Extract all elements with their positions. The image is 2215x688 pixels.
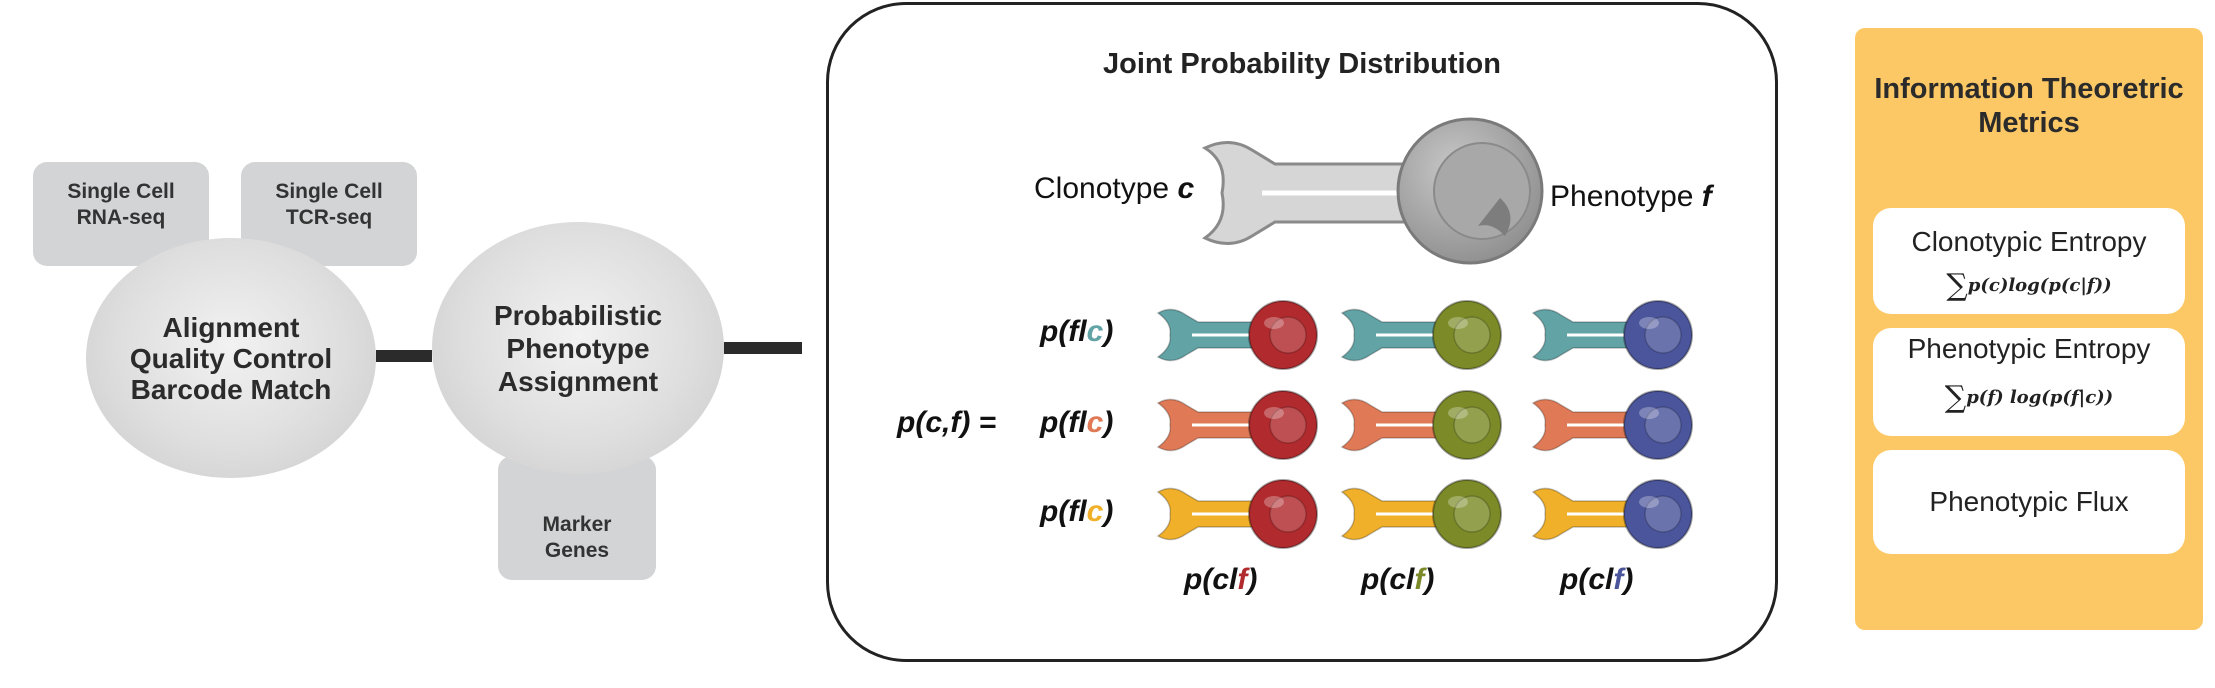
receptor-head-core	[1269, 406, 1307, 444]
receptor-head-core	[1269, 316, 1307, 354]
receptor-head	[1623, 390, 1693, 460]
receptor-head	[1432, 390, 1502, 460]
row-label-3-suffix: )	[1103, 495, 1114, 528]
row-label-1-suffix: )	[1103, 315, 1114, 348]
receptor-head-shine	[1448, 407, 1468, 419]
col-label-1: p(clf)	[1184, 563, 1257, 597]
sum-symbol: ∑	[1944, 380, 1967, 415]
receptor-icon	[1156, 300, 1318, 370]
receptor-head-core	[1644, 316, 1682, 354]
receptor-head-core	[1453, 406, 1491, 444]
receptor-icon	[1340, 300, 1502, 370]
receptor-icon	[1531, 300, 1693, 370]
alignment-qc-node: Alignment Quality Control Barcode Match	[86, 238, 376, 478]
marker-genes-tab: Marker Genes	[498, 456, 656, 580]
receptor-head	[1248, 390, 1318, 460]
metrics-title: Information Theoretric Metrics	[1874, 73, 2184, 139]
receptor-icon	[1340, 479, 1502, 549]
row-label-2-var: c	[1086, 406, 1104, 439]
clonotypic-entropy-title: Clonotypic Entropy	[1911, 226, 2147, 257]
col-label-3-prefix: p(cl	[1560, 563, 1614, 596]
col-label-3-var: f	[1613, 563, 1624, 596]
probabilistic-assignment-node: Probabilistic Phenotype Assignment	[432, 222, 724, 474]
phenotypic-entropy-formula: ∑p(f) log(p(f|c))	[1873, 380, 2185, 415]
connector-line-2	[724, 342, 802, 354]
single-cell-rna-seq-tab: Single Cell RNA-seq	[33, 162, 209, 266]
row-label-1-prefix: p(fl	[1040, 315, 1087, 348]
joint-prob-label: p(c,f) =	[897, 406, 997, 439]
row-label-3: p(flc)	[1040, 495, 1113, 529]
receptor-head-core	[1644, 406, 1682, 444]
legend-head-notch	[1478, 198, 1511, 236]
clonotypic-entropy-expr: p(c)log(p(c|f))	[1967, 275, 2112, 296]
col-label-1-var: f	[1237, 563, 1248, 596]
clonotypic-entropy-formula: ∑p(c)log(p(c|f))	[1873, 268, 2185, 303]
legend-receptor-icon	[1201, 117, 1544, 265]
clonotype-word: Clonotype	[1034, 172, 1170, 205]
jpd-title: Joint Probability Distribution	[1103, 48, 1501, 80]
col-label-2-var: f	[1414, 563, 1425, 596]
row-label-2: p(flc)	[1040, 406, 1113, 440]
row-label-1: p(flc)	[1040, 315, 1113, 349]
receptor-head-core	[1453, 495, 1491, 533]
col-label-3-suffix: )	[1623, 563, 1634, 596]
col-label-2: p(clf)	[1361, 563, 1434, 597]
phenotypic-entropy-title: Phenotypic Entropy	[1907, 333, 2151, 364]
receptor-icon	[1156, 390, 1318, 460]
receptor-head-core	[1269, 495, 1307, 533]
sum-symbol: ∑	[1946, 268, 1968, 303]
col-label-2-prefix: p(cl	[1361, 563, 1415, 596]
receptor-head	[1432, 479, 1502, 549]
row-label-2-suffix: )	[1103, 406, 1114, 439]
receptor-icon	[1156, 479, 1318, 549]
receptor-head-shine	[1264, 407, 1284, 419]
receptor-head	[1248, 479, 1318, 549]
joint-probability-panel	[826, 2, 1778, 662]
receptor-head-shine	[1448, 317, 1468, 329]
phenotypic-flux-title: Phenotypic Flux	[1929, 486, 2129, 517]
row-label-2-prefix: p(fl	[1040, 406, 1087, 439]
col-label-1-suffix: )	[1247, 563, 1258, 596]
row-label-3-prefix: p(fl	[1040, 495, 1087, 528]
col-label-1-prefix: p(cl	[1184, 563, 1238, 596]
receptor-head	[1623, 300, 1693, 370]
receptor-head-shine	[1264, 317, 1284, 329]
receptor-icon	[1340, 390, 1502, 460]
receptor-icon	[1531, 479, 1693, 549]
receptor-head	[1248, 300, 1318, 370]
phenotypic-entropy-expr: p(f) log(p(f|c))	[1966, 387, 2114, 408]
receptor-head-shine	[1448, 496, 1468, 508]
phenotype-label: Phenotype f	[1550, 180, 1712, 214]
row-label-3-var: c	[1086, 495, 1104, 528]
receptor-icon	[1531, 390, 1693, 460]
connector-line-1	[376, 350, 432, 362]
row-label-1-var: c	[1086, 315, 1104, 348]
col-label-2-suffix: )	[1424, 563, 1435, 596]
col-label-3: p(clf)	[1560, 563, 1633, 597]
receptor-head	[1623, 479, 1693, 549]
clonotypic-entropy-card	[1873, 208, 2185, 314]
phenotypic-flux-card	[1873, 450, 2185, 554]
receptor-head-shine	[1639, 317, 1659, 329]
phenotype-word: Phenotype	[1550, 180, 1694, 213]
receptor-grid	[1156, 300, 1693, 549]
receptor-head	[1432, 300, 1502, 370]
receptor-head-core	[1644, 495, 1682, 533]
phenotypic-entropy-card	[1873, 328, 2185, 436]
receptor-head-core	[1453, 316, 1491, 354]
clonotype-var: c	[1177, 172, 1195, 205]
phenotype-var: f	[1701, 180, 1712, 213]
receptor-head-shine	[1264, 496, 1284, 508]
clonotype-label: Clonotype c	[1034, 172, 1194, 206]
receptor-head-shine	[1639, 496, 1659, 508]
receptor-head-shine	[1639, 407, 1659, 419]
